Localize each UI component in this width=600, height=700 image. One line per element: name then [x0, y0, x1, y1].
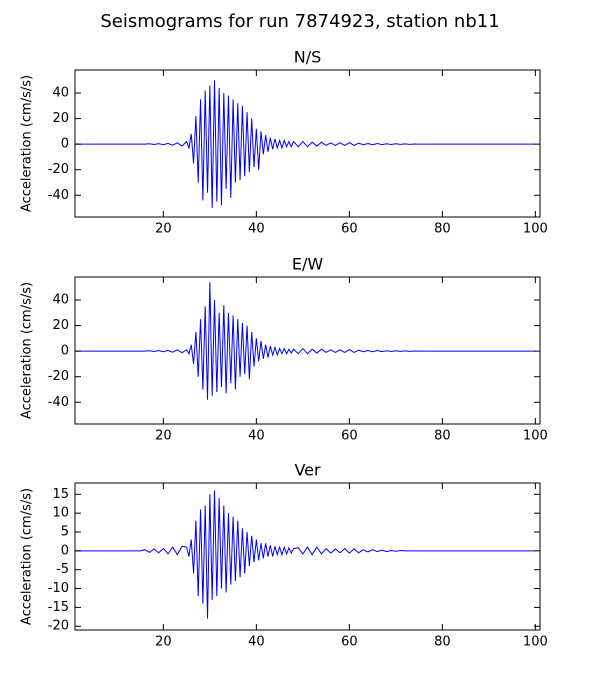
- y-tick-label: 15: [52, 487, 69, 502]
- y-axis-label: Acceleration (cm/s/s): [20, 75, 35, 212]
- subplot-title: Ver: [294, 461, 321, 480]
- y-tick-label: 40: [52, 293, 69, 308]
- y-tick-label: -20: [48, 369, 69, 384]
- x-tick-label: 40: [248, 222, 265, 237]
- y-tick-label: -20: [48, 619, 69, 634]
- x-tick-label: 40: [248, 429, 265, 444]
- y-tick-label: 0: [61, 137, 69, 152]
- plot-area: [75, 490, 536, 619]
- x-tick-label: 80: [434, 222, 451, 237]
- subplot-title: E/W: [292, 255, 324, 274]
- y-axis-label: Acceleration (cm/s/s): [20, 282, 35, 419]
- y-tick-label: 20: [52, 111, 69, 126]
- y-tick-label: -40: [48, 188, 69, 203]
- x-tick-label: 60: [341, 429, 358, 444]
- x-tick-label: 80: [434, 635, 451, 650]
- x-tick-label: 20: [155, 429, 172, 444]
- x-tick-label: 100: [523, 429, 548, 444]
- y-tick-label: 10: [52, 506, 69, 521]
- axes-frame: [74, 69, 541, 218]
- x-tick-label: 40: [248, 635, 265, 650]
- subplot-title: N/S: [294, 48, 322, 67]
- y-tick-label: 0: [61, 543, 69, 558]
- y-tick-label: -5: [56, 562, 69, 577]
- y-tick-label: 5: [61, 525, 69, 540]
- y-tick-label: -10: [48, 581, 69, 596]
- x-tick-label: 100: [523, 222, 548, 237]
- plot-area: [75, 80, 536, 209]
- x-tick-label: 20: [155, 222, 172, 237]
- figure-title: Seismograms for run 7874923, station nb1…: [100, 11, 499, 32]
- seismogram-line: [75, 490, 536, 619]
- axes-frame: [74, 276, 541, 425]
- y-axis-label: Acceleration (cm/s/s): [20, 488, 35, 625]
- seismogram-line: [75, 282, 536, 400]
- x-tick-label: 100: [523, 635, 548, 650]
- y-tick-label: -15: [48, 600, 69, 615]
- x-tick-label: 20: [155, 635, 172, 650]
- seismogram-line: [75, 80, 536, 209]
- y-tick-label: 0: [61, 344, 69, 359]
- y-tick-label: -20: [48, 162, 69, 177]
- y-tick-label: -40: [48, 395, 69, 410]
- x-tick-label: 60: [341, 222, 358, 237]
- y-tick-label: 40: [52, 86, 69, 101]
- x-tick-label: 60: [341, 635, 358, 650]
- x-tick-label: 80: [434, 429, 451, 444]
- axes-frame: [74, 482, 541, 631]
- plot-area: [75, 282, 536, 400]
- y-tick-label: 20: [52, 318, 69, 333]
